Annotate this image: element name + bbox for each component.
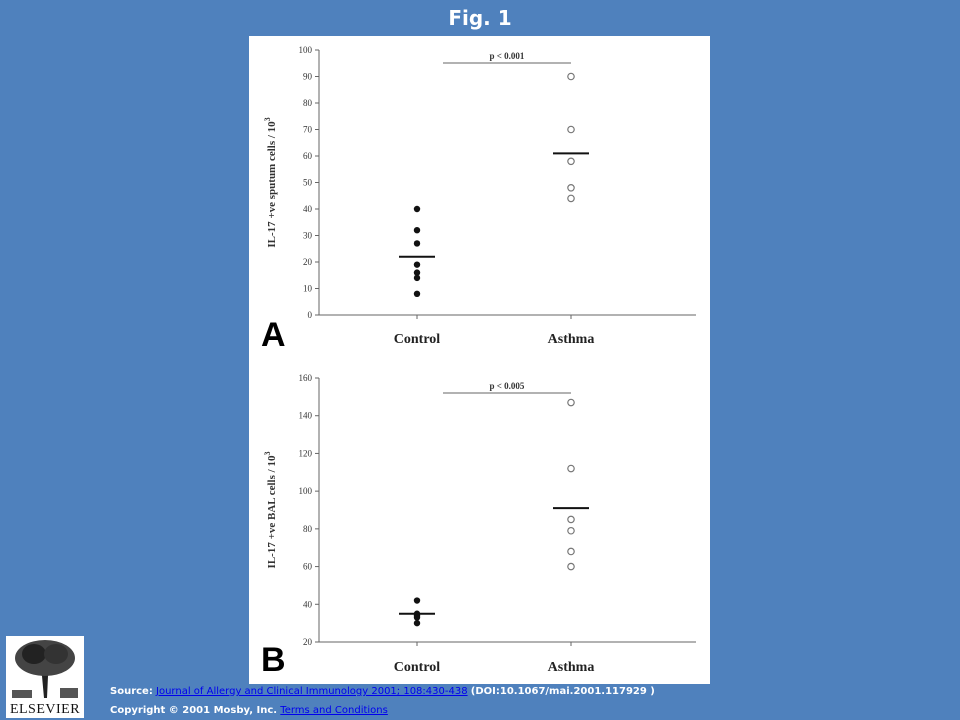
panel-a-chart: 0 10 20 30 40 50 60 70 80 90 100 Control Asthma IL-17… xyxy=(261,45,696,354)
y-axis-label: IL-17 +ve sputum cells / 103 xyxy=(263,117,278,247)
y-tick-label: 80 xyxy=(303,524,313,534)
data-point-control xyxy=(413,240,421,247)
y-tick-label: 30 xyxy=(303,231,313,241)
x-category-label: Asthma xyxy=(548,332,595,347)
doi-text: (DOI:10.1067/mai.2001.117929 ) xyxy=(470,686,655,697)
logo-text: ELSEVIER xyxy=(9,702,81,717)
data-point-asthma xyxy=(567,72,575,81)
slide-title: Fig. 1 xyxy=(448,6,512,30)
panel-label: B xyxy=(261,641,286,679)
y-tick-label: 60 xyxy=(303,562,313,572)
data-point-asthma xyxy=(567,157,575,166)
y-tick-label: 100 xyxy=(299,45,313,55)
data-point-control xyxy=(413,261,421,268)
data-point-control xyxy=(413,614,421,621)
x-category-label: Asthma xyxy=(548,660,595,675)
y-axis-label-superscript: 3 xyxy=(263,117,272,121)
y-axis-label: IL-17 +ve BAL cells / 103 xyxy=(263,452,278,569)
y-tick-label: 0 xyxy=(308,310,313,320)
copyright-line: Copyright © 2001 Mosby, Inc. Terms and C… xyxy=(110,705,388,716)
data-point-asthma xyxy=(567,464,575,473)
data-point-asthma xyxy=(567,562,575,571)
y-tick-label: 140 xyxy=(299,411,313,421)
data-point-control xyxy=(413,269,421,276)
panel-b-chart: 20 40 60 80 100 120 140 160 Control Asthma IL-17 +… xyxy=(261,373,696,679)
data-point-asthma xyxy=(567,194,575,203)
y-tick-label: 40 xyxy=(303,204,313,214)
data-point-asthma xyxy=(567,547,575,556)
tree-logo-icon xyxy=(6,636,84,700)
data-point-asthma xyxy=(567,526,575,535)
data-point-control xyxy=(413,205,421,213)
y-tick-label: 120 xyxy=(299,448,313,458)
y-tick-label: 100 xyxy=(299,486,313,496)
y-tick-label: 80 xyxy=(303,98,313,108)
data-point-asthma xyxy=(567,398,575,407)
source-label: Source: xyxy=(110,686,153,697)
data-point-control xyxy=(413,290,421,297)
x-category-label: Control xyxy=(394,660,441,675)
y-tick-label: 20 xyxy=(303,637,313,647)
data-point-control xyxy=(413,227,421,234)
data-point-asthma xyxy=(567,184,575,192)
significance-label: p < 0.001 xyxy=(490,51,525,61)
copyright-text: Copyright © 2001 Mosby, Inc. xyxy=(110,705,278,716)
figure-panel: 0 10 20 30 40 50 60 70 80 90 100 Control Asthma IL-17… xyxy=(249,36,710,684)
y-tick-label: 40 xyxy=(303,599,313,609)
x-category-label: Control xyxy=(394,332,441,347)
significance-label: p < 0.005 xyxy=(490,381,525,391)
source-line: Source: Journal of Allergy and Clinical … xyxy=(110,686,655,697)
y-tick-label: 50 xyxy=(303,178,313,188)
elsevier-logo: ELSEVIER xyxy=(6,636,84,718)
y-tick-label: 160 xyxy=(299,373,313,383)
y-tick-label: 70 xyxy=(303,125,313,135)
y-tick-label: 10 xyxy=(303,284,313,294)
data-point-control xyxy=(413,597,421,604)
source-link[interactable]: Journal of Allergy and Clinical Immunolo… xyxy=(156,686,468,697)
panel-label: A xyxy=(261,316,286,354)
terms-link[interactable]: Terms and Conditions xyxy=(280,705,388,716)
y-tick-label: 60 xyxy=(303,151,313,161)
y-tick-label: 90 xyxy=(303,72,313,82)
y-axis-label-superscript: 3 xyxy=(263,452,272,456)
figure-chart: 0 10 20 30 40 50 60 70 80 90 100 Control Asthma IL-17… xyxy=(261,45,696,679)
data-point-asthma xyxy=(567,515,575,524)
data-point-control xyxy=(413,274,421,282)
y-tick-label: 20 xyxy=(303,257,313,267)
data-point-control xyxy=(413,619,421,627)
data-point-asthma xyxy=(567,125,575,134)
